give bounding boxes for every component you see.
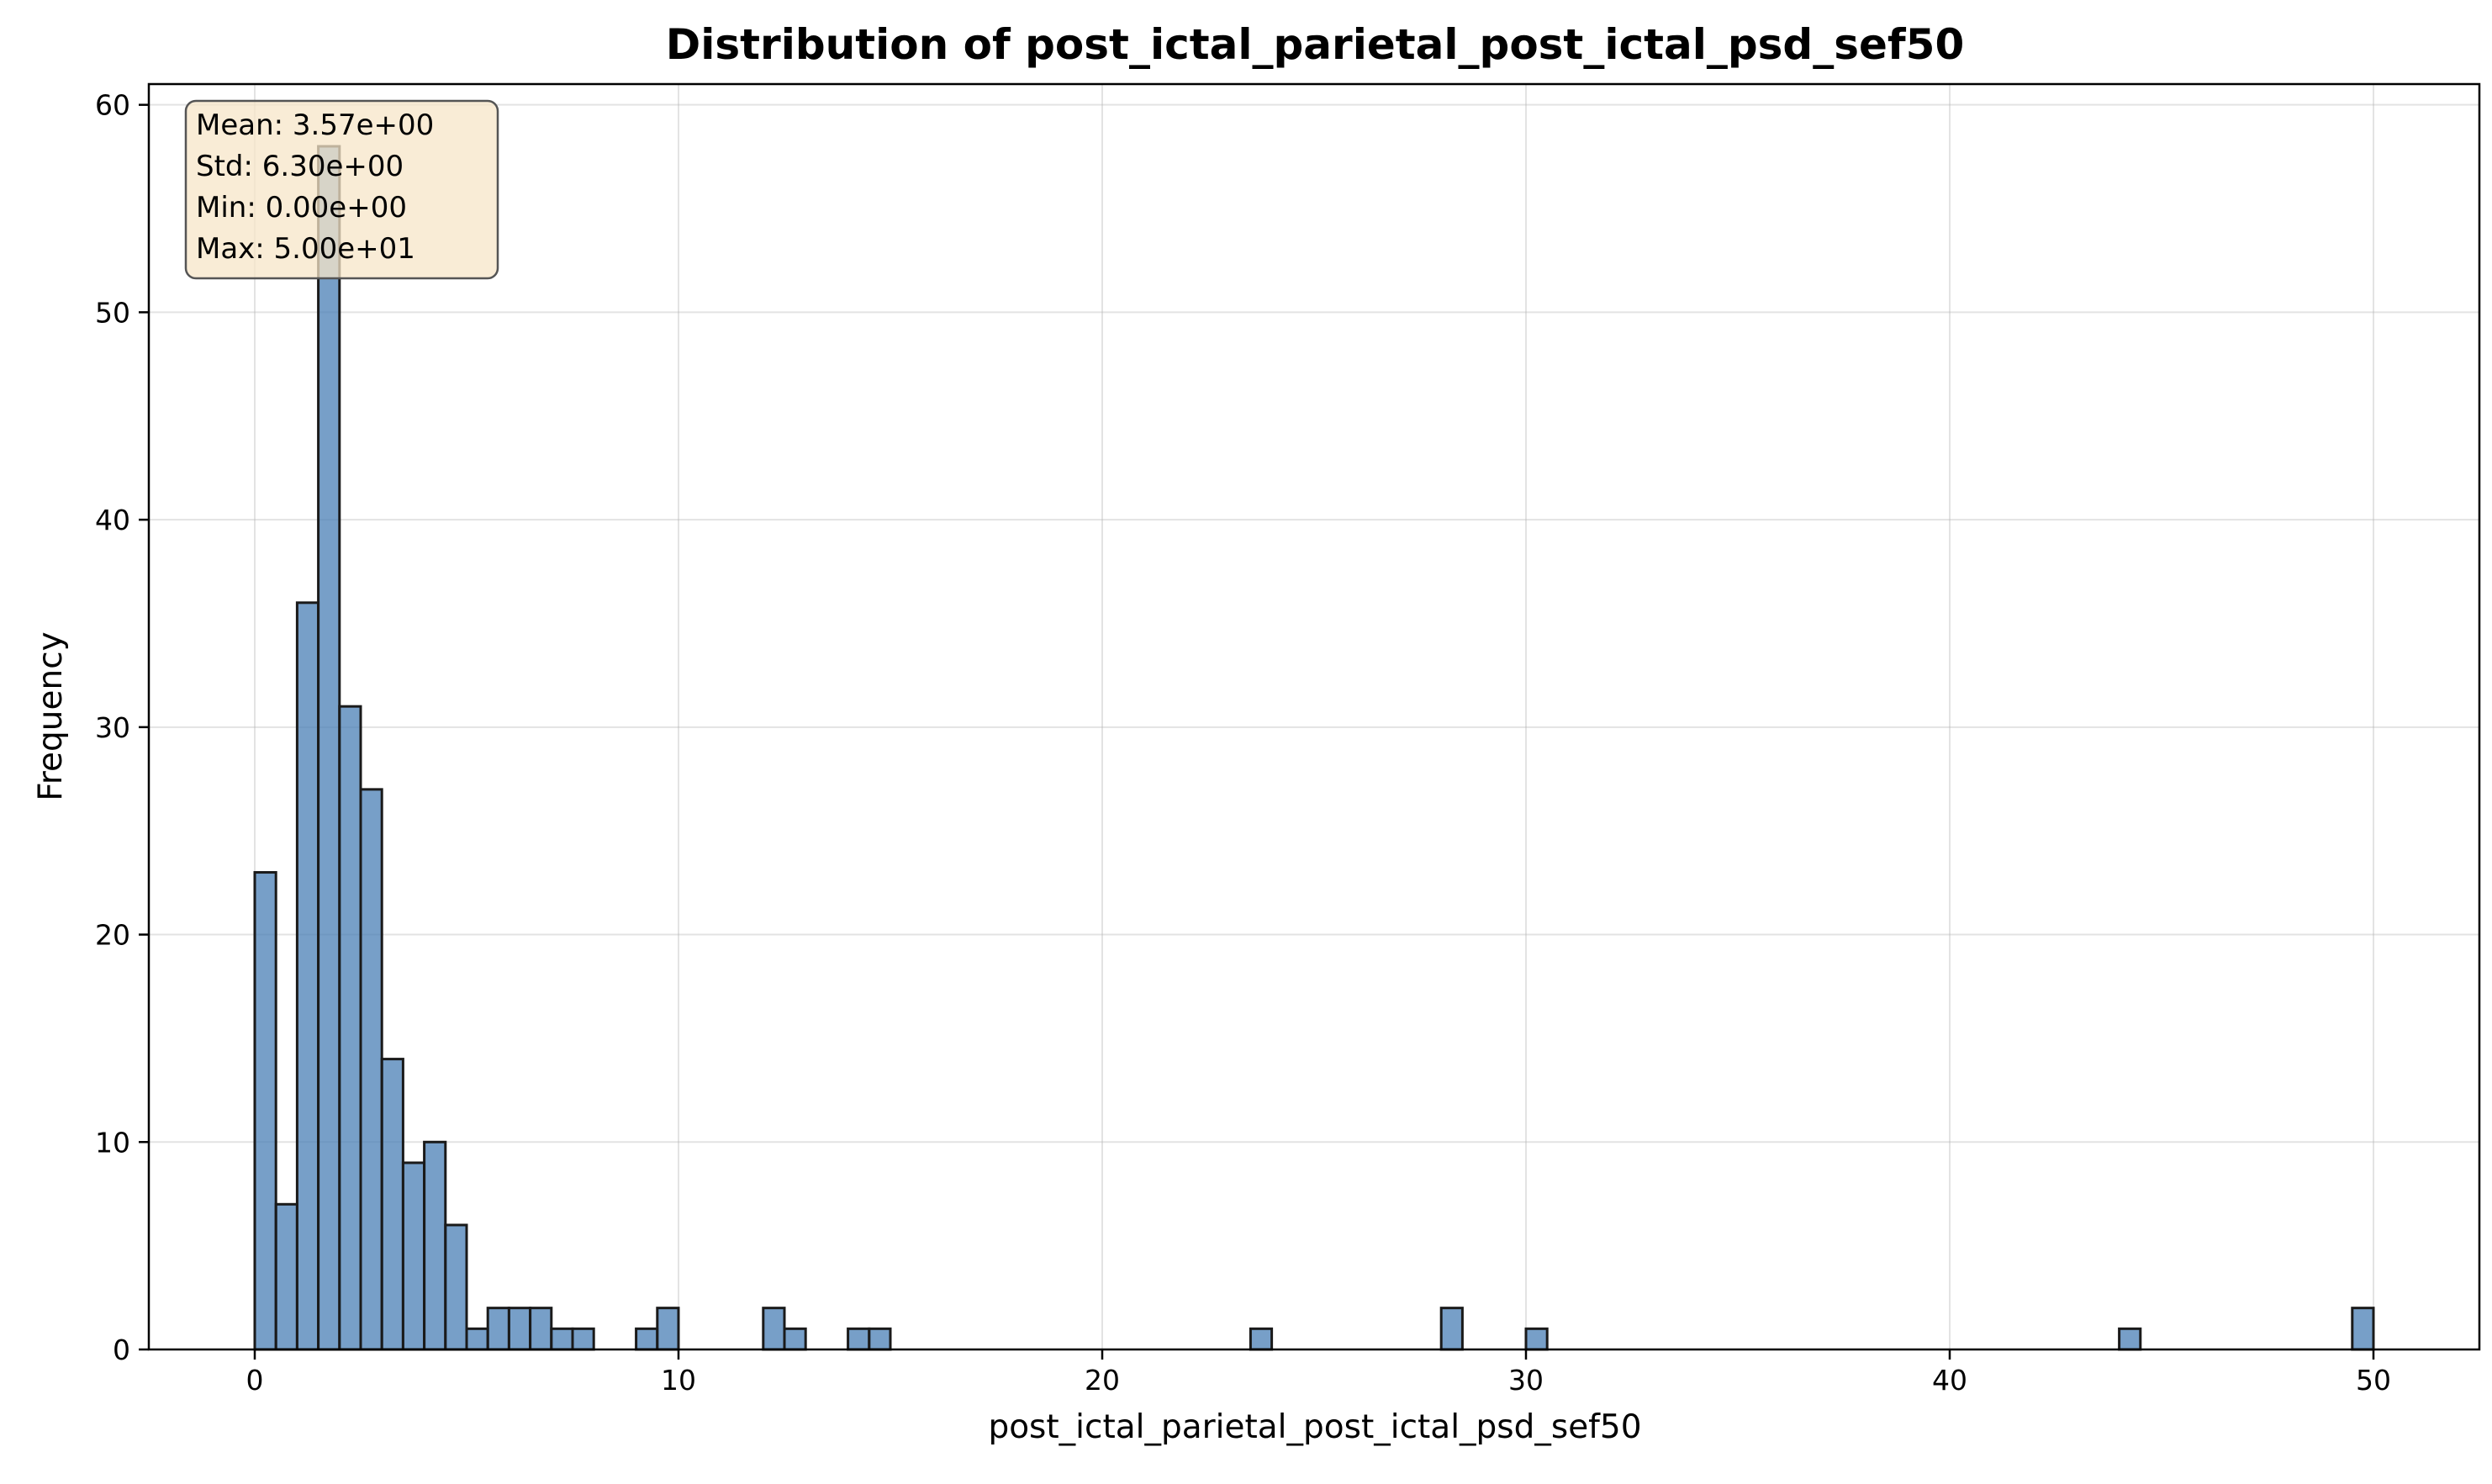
stats-min: Min: 0.00e+00: [196, 191, 407, 224]
histogram-bar: [571, 1327, 595, 1351]
stats-std: Std: 6.30e+00: [196, 150, 404, 183]
histogram-bar: [401, 1161, 426, 1351]
stats-box: Mean: 3.57e+00 Std: 6.30e+00 Min: 0.00e+…: [184, 99, 499, 280]
histogram-bar: [444, 1223, 468, 1351]
y-tick-label: 50: [95, 296, 130, 329]
histogram-bar: [465, 1327, 489, 1351]
histogram-bar: [507, 1307, 532, 1351]
histogram-bar: [550, 1327, 574, 1351]
histogram-bar: [423, 1140, 447, 1351]
histogram-bar: [868, 1327, 892, 1351]
grid-lines: [149, 84, 2479, 1350]
histogram-bar: [656, 1307, 680, 1351]
x-axis-ticks: 0 10 20 30 40 50: [246, 1349, 2391, 1397]
histogram-bar: [380, 1058, 404, 1351]
y-tick-label: 40: [95, 504, 130, 536]
stats-box-background: [184, 99, 499, 280]
histogram-bar: [274, 1202, 298, 1351]
x-tick-label: 50: [2356, 1364, 2391, 1397]
histogram-bar: [847, 1327, 871, 1351]
histogram-bar: [783, 1327, 807, 1351]
histogram-bar: [1439, 1307, 1464, 1351]
stats-max: Max: 5.00e+01: [196, 232, 415, 266]
histogram-bar: [317, 145, 341, 1351]
x-tick-label: 30: [1508, 1364, 1544, 1397]
x-tick-label: 0: [246, 1364, 264, 1397]
histogram-bar: [338, 705, 362, 1351]
histogram-bar: [635, 1327, 659, 1351]
stats-mean: Mean: 3.57e+00: [196, 108, 434, 142]
histogram-bar: [253, 871, 277, 1351]
chart-title: Distribution of post_ictal_parietal_post…: [666, 20, 1964, 69]
y-tick-label: 20: [95, 919, 130, 952]
x-tick-label: 10: [661, 1364, 696, 1397]
y-tick-label: 60: [95, 89, 130, 122]
histogram-bar: [2118, 1327, 2142, 1351]
histogram-bar: [529, 1307, 553, 1351]
histogram-bar: [762, 1307, 786, 1351]
histogram-bar: [359, 788, 383, 1351]
histogram-bar: [295, 601, 320, 1351]
y-axis-label: Frequency: [32, 631, 70, 800]
y-tick-label: 10: [95, 1126, 130, 1159]
y-tick-label: 0: [113, 1333, 130, 1366]
x-tick-label: 20: [1085, 1364, 1120, 1397]
histogram-bar: [486, 1307, 510, 1351]
x-axis-label: post_ictal_parietal_post_ictal_psd_sef50: [988, 1408, 1641, 1446]
x-tick-label: 40: [1932, 1364, 1967, 1397]
histogram-bar: [1249, 1327, 1274, 1351]
histogram-bars: [253, 145, 2375, 1351]
y-axis-ticks: 0 10 20 30 40 50 60: [95, 89, 149, 1366]
plot-frame: [147, 82, 2481, 1351]
y-tick-label: 30: [95, 711, 130, 744]
histogram-bar: [1524, 1327, 1549, 1351]
histogram-bar: [2351, 1307, 2375, 1351]
